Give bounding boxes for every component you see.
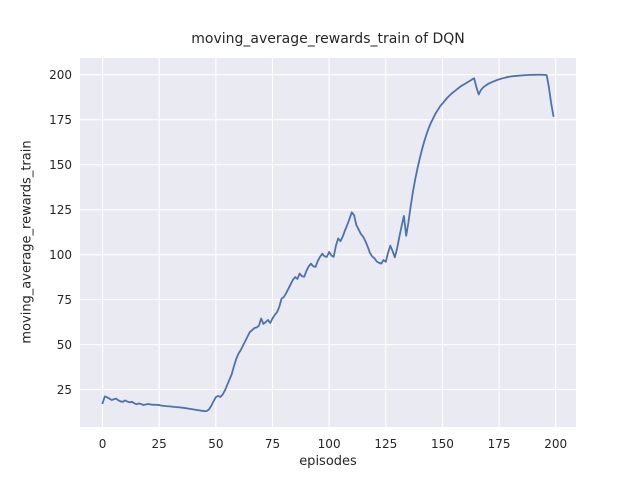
x-tick-label: 100 [317, 437, 341, 451]
y-tick-label: 50 [56, 337, 72, 352]
y-axis-label: moving_average_rewards_train [19, 140, 35, 344]
y-tick-label: 175 [49, 112, 72, 127]
y-tick-label: 125 [49, 202, 72, 217]
plot-area [80, 58, 576, 427]
x-tick-label: 50 [208, 437, 224, 451]
x-tick-label: 25 [151, 437, 167, 451]
x-tick-label: 175 [487, 437, 511, 451]
y-tick-label: 150 [49, 157, 72, 172]
y-tick-label: 100 [49, 247, 72, 262]
x-tick-label: 0 [98, 437, 107, 451]
x-tick-label: 150 [430, 437, 454, 451]
y-tick-label: 75 [56, 292, 72, 307]
x-tick-label: 200 [544, 437, 568, 451]
y-tick-label: 200 [49, 67, 72, 82]
data-line [101, 73, 555, 413]
y-tick-label: 25 [56, 382, 72, 397]
x-tick-label: 75 [264, 437, 281, 451]
x-axis-label: episodes [299, 454, 357, 469]
x-tick-label: 125 [374, 437, 398, 451]
line-plot-svg [80, 58, 576, 427]
chart-title: moving_average_rewards_train of DQN [191, 31, 465, 47]
